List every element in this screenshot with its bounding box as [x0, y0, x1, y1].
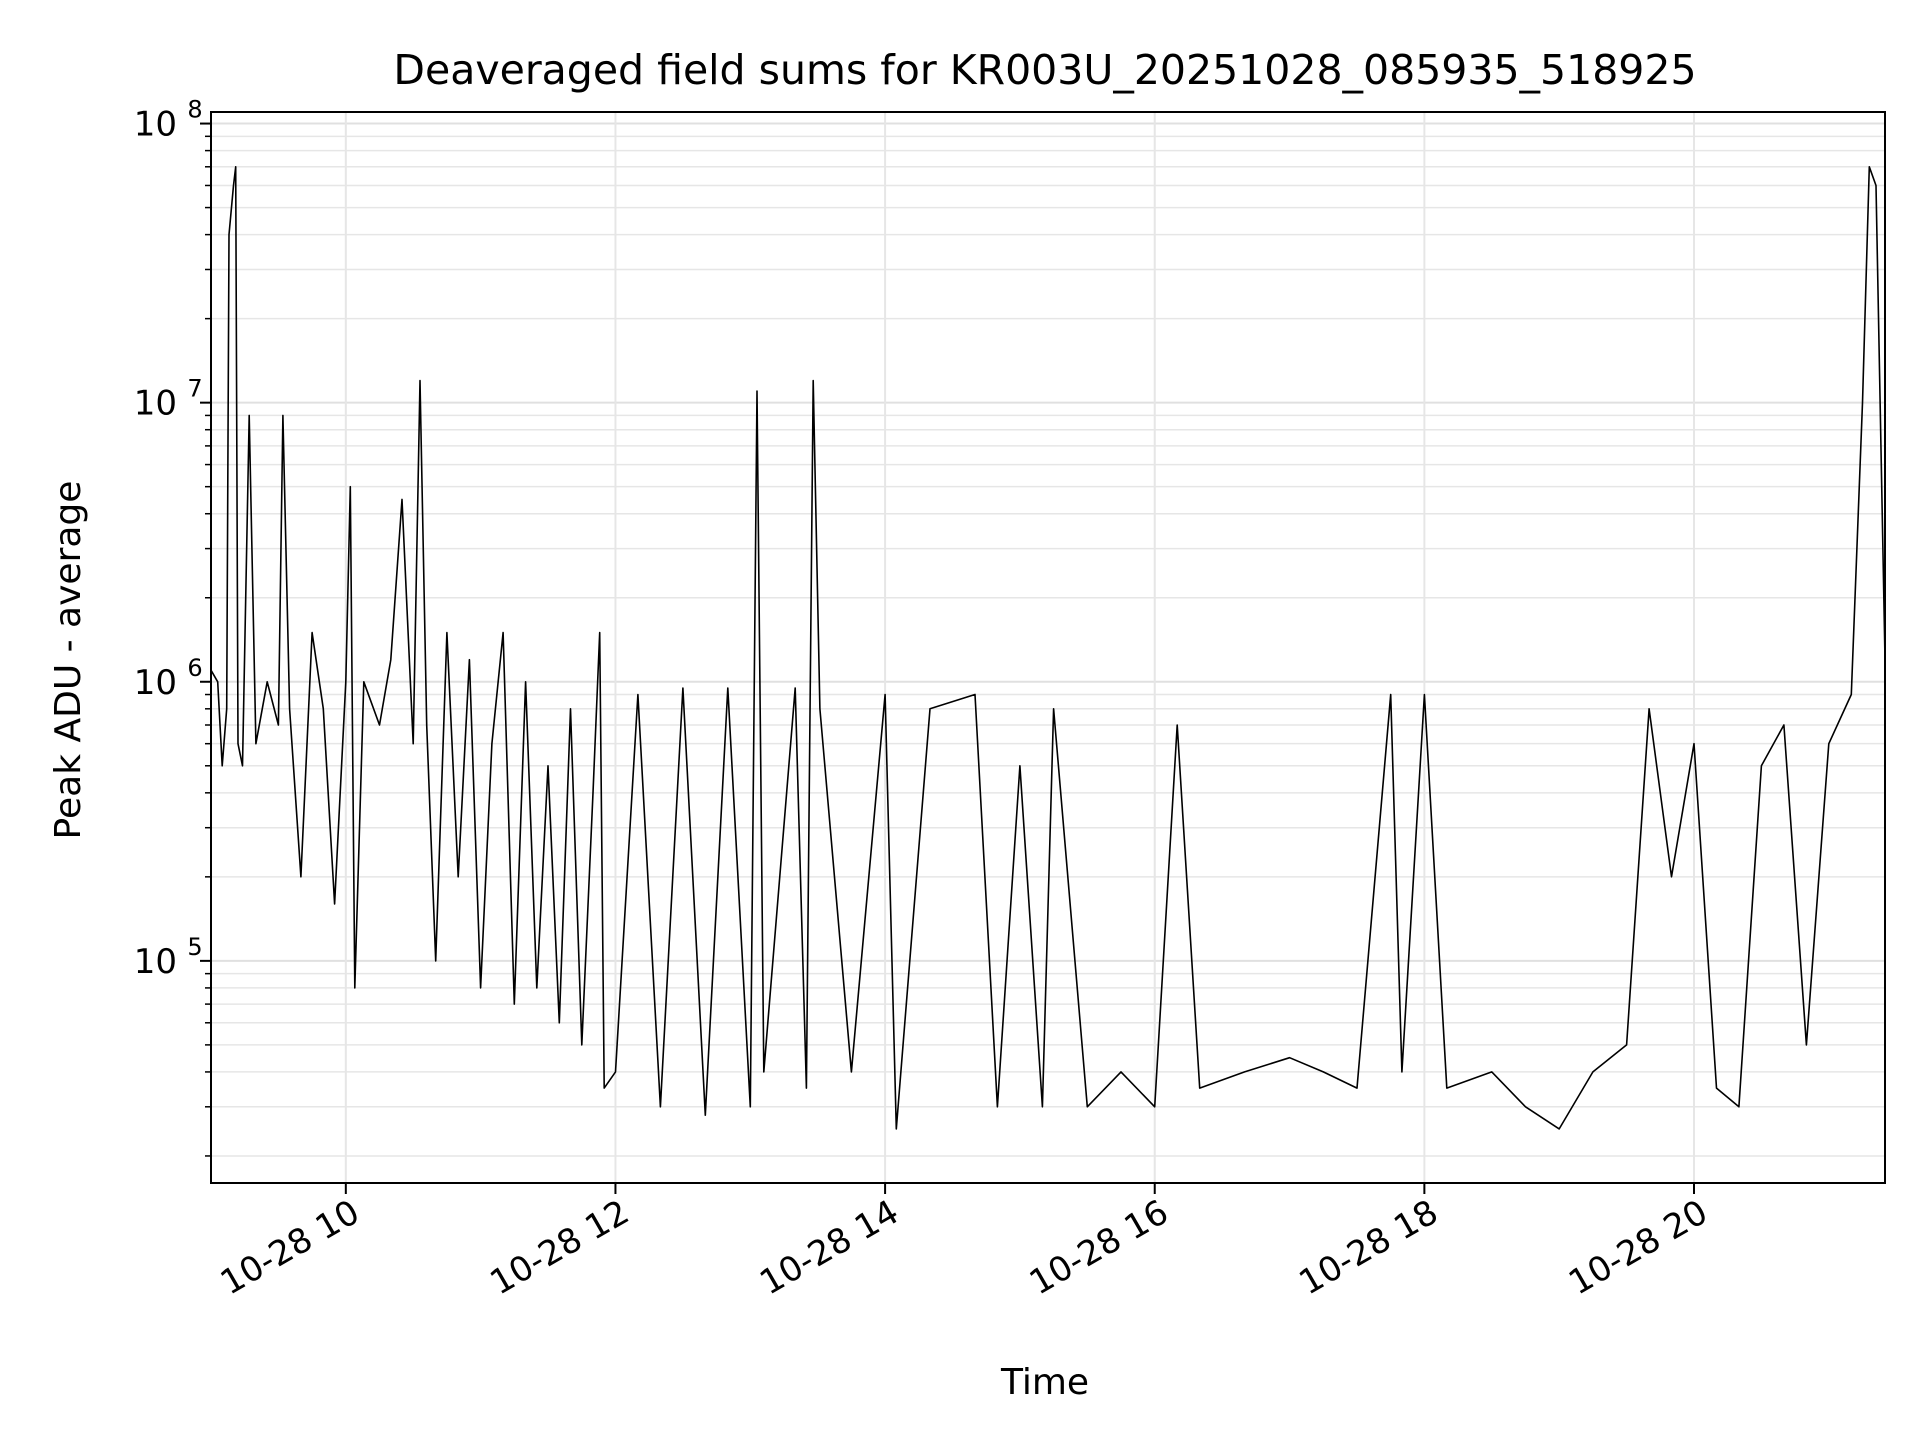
- x-tick-label: 10-28 18: [1292, 1192, 1444, 1303]
- x-tick-label: 10-28 20: [1562, 1192, 1714, 1303]
- x-tick-label: 10-28 10: [214, 1192, 366, 1303]
- chart-title: Deaveraged field sums for KR003U_2025102…: [393, 46, 1696, 94]
- y-tick-label: 10: [134, 942, 177, 982]
- y-tick-label: 10: [134, 105, 177, 145]
- x-tick-label: 10-28 16: [1023, 1192, 1175, 1303]
- y-tick-label: 10: [134, 663, 177, 703]
- y-tick-exponent: 8: [187, 96, 202, 124]
- y-axis-label: Peak ADU - average: [48, 481, 89, 840]
- plot-frame: [210, 111, 1886, 1184]
- y-tick-exponent: 7: [187, 375, 202, 403]
- y-tick-label: 10: [134, 384, 177, 424]
- series-line: [210, 166, 1886, 1130]
- grid-layer: [211, 112, 1885, 1183]
- x-tick-label: 10-28 12: [484, 1192, 636, 1303]
- series-layer: [210, 166, 1886, 1130]
- y-tick-exponent: 5: [187, 933, 202, 961]
- x-tick-label: 10-28 14: [753, 1192, 905, 1303]
- y-tick-exponent: 6: [187, 654, 202, 682]
- x-axis-label: Time: [1000, 1362, 1089, 1403]
